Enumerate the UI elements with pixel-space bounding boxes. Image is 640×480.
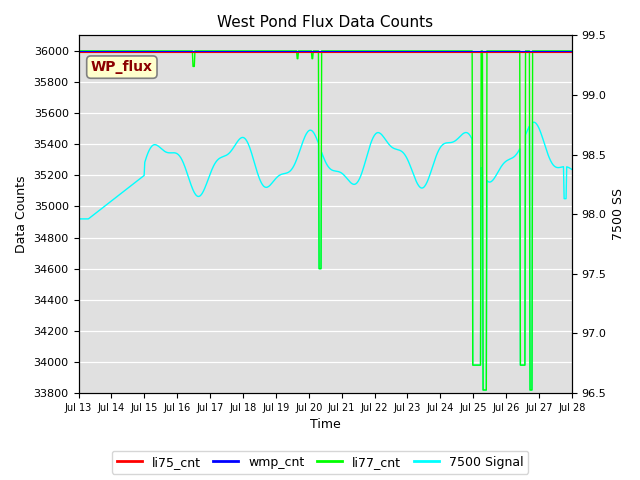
Y-axis label: Data Counts: Data Counts [15, 176, 28, 253]
Legend: li75_cnt, wmp_cnt, li77_cnt, 7500 Signal: li75_cnt, wmp_cnt, li77_cnt, 7500 Signal [112, 451, 528, 474]
Text: WP_flux: WP_flux [91, 60, 153, 74]
Title: West Pond Flux Data Counts: West Pond Flux Data Counts [217, 15, 433, 30]
Y-axis label: 7500 SS: 7500 SS [612, 188, 625, 240]
X-axis label: Time: Time [310, 419, 340, 432]
